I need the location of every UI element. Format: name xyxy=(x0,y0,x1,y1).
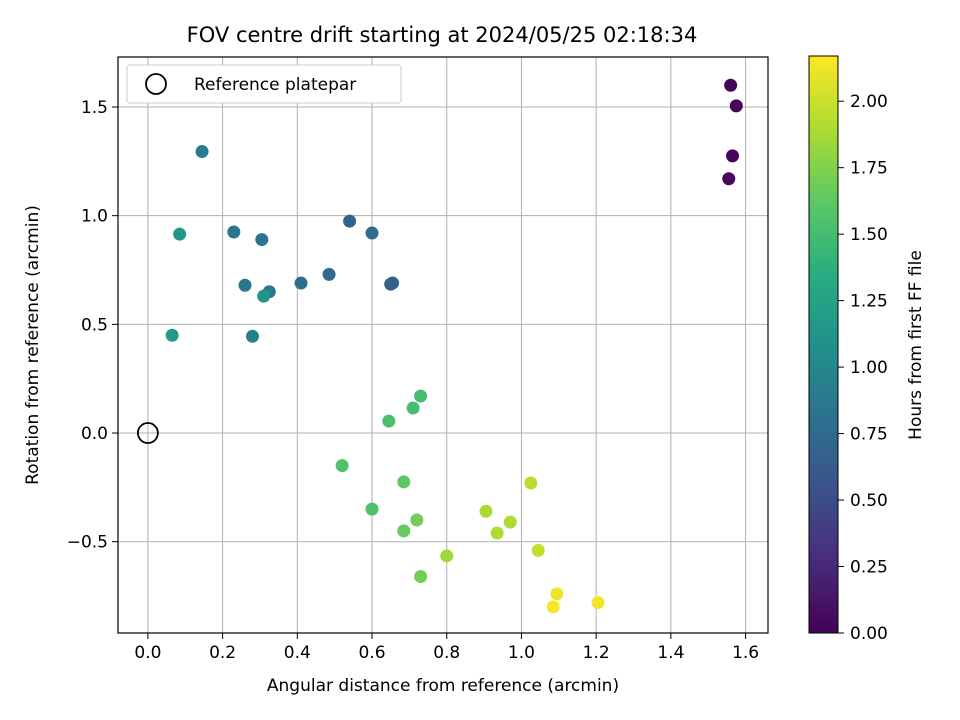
scatter-point xyxy=(414,569,428,583)
scatter-point xyxy=(245,329,259,343)
scatter-point xyxy=(386,276,400,290)
scatter-point xyxy=(414,389,428,403)
y-tick-label: −0.5 xyxy=(67,533,108,553)
colorbar-tick-label: 1.75 xyxy=(850,159,888,179)
colorbar-tick-label: 0.75 xyxy=(850,425,888,445)
scatter-point xyxy=(343,214,357,228)
x-tick-label: 1.4 xyxy=(657,643,684,663)
y-tick-label: 1.0 xyxy=(81,207,108,227)
scatter-point xyxy=(550,587,564,601)
chart-title: FOV centre drift starting at 2024/05/25 … xyxy=(187,23,698,47)
scatter-point xyxy=(195,145,209,159)
x-axis-label: Angular distance from reference (arcmin) xyxy=(267,676,619,696)
plot-area xyxy=(118,57,768,633)
grid-lines xyxy=(118,57,768,633)
scatter-point xyxy=(591,596,605,610)
x-tick-label: 0.0 xyxy=(134,643,161,663)
x-axis-ticks: 0.0 0.2 0.4 0.6 0.8 1.0 1.2 1.4 1.6 xyxy=(134,633,759,663)
scatter-point xyxy=(531,543,545,557)
colorbar-tick-label: 1.25 xyxy=(850,292,888,312)
colorbar: 0.00 0.25 0.50 0.75 1.00 1.25 1.50 1.75 2.00 Hou… xyxy=(808,55,926,644)
scatter-point xyxy=(227,225,241,239)
reference-platepar-marker xyxy=(136,422,159,444)
colorbar-tick-label: 1.50 xyxy=(850,225,888,245)
scatter-point xyxy=(406,401,420,415)
scatter-point xyxy=(726,149,740,163)
x-tick-label: 0.4 xyxy=(284,643,311,663)
x-tick-label: 1.6 xyxy=(732,643,759,663)
colorbar-tick-label: 0.00 xyxy=(850,624,888,644)
y-axis-label: Rotation from reference (arcmin) xyxy=(23,205,43,485)
colorbar-tick-label: 2.00 xyxy=(850,92,888,112)
plot-frame xyxy=(117,56,769,634)
scatter-point xyxy=(173,227,187,241)
scatter-point xyxy=(410,513,424,527)
x-tick-label: 1.0 xyxy=(508,643,535,663)
scatter-point xyxy=(238,278,252,292)
x-tick-label: 1.2 xyxy=(583,643,610,663)
y-tick-label: 0.5 xyxy=(81,315,108,335)
colorbar-tick-label: 0.25 xyxy=(850,558,888,578)
scatter-point xyxy=(365,502,379,516)
legend: Reference platepar xyxy=(126,64,402,104)
scatter-point xyxy=(722,172,736,186)
colorbar-ticks: 0.00 0.25 0.50 0.75 1.00 1.25 1.50 1.75 2.00 xyxy=(838,92,888,644)
scatter-point xyxy=(729,99,743,113)
colorbar-gradient xyxy=(808,55,839,634)
scatter-point xyxy=(322,267,336,281)
scatter-point xyxy=(365,226,379,240)
scatter-point xyxy=(524,476,538,490)
legend-box xyxy=(126,64,402,104)
scatter-point xyxy=(479,504,493,518)
scatter-point xyxy=(397,475,411,489)
scatter-point xyxy=(440,549,454,563)
colorbar-tick-label: 1.00 xyxy=(850,358,888,378)
scatter-point xyxy=(503,515,517,529)
y-tick-label: 1.5 xyxy=(81,98,108,118)
scatter-point xyxy=(335,459,349,473)
colorbar-label: Hours from first FF file xyxy=(906,250,926,440)
colorbar-tick-label: 0.50 xyxy=(850,491,888,511)
scatter-point xyxy=(397,524,411,538)
y-tick-label: 0.0 xyxy=(81,424,108,444)
scatter-point xyxy=(724,78,738,92)
x-tick-label: 0.8 xyxy=(433,643,460,663)
scatter-point xyxy=(382,414,396,428)
scatter-point xyxy=(257,289,271,303)
y-axis-ticks: −0.5 0.0 0.5 1.0 1.5 xyxy=(67,98,118,553)
legend-marker-circle-icon xyxy=(145,73,167,95)
x-tick-label: 0.2 xyxy=(209,643,236,663)
x-tick-label: 0.6 xyxy=(358,643,385,663)
scatter-point xyxy=(546,600,560,614)
scatter-point xyxy=(490,526,504,540)
scatter-point xyxy=(165,328,179,342)
legend-label: Reference platepar xyxy=(194,75,356,95)
scatter-point xyxy=(294,276,308,290)
scatter-point xyxy=(255,233,269,247)
scatter-points xyxy=(165,78,743,614)
